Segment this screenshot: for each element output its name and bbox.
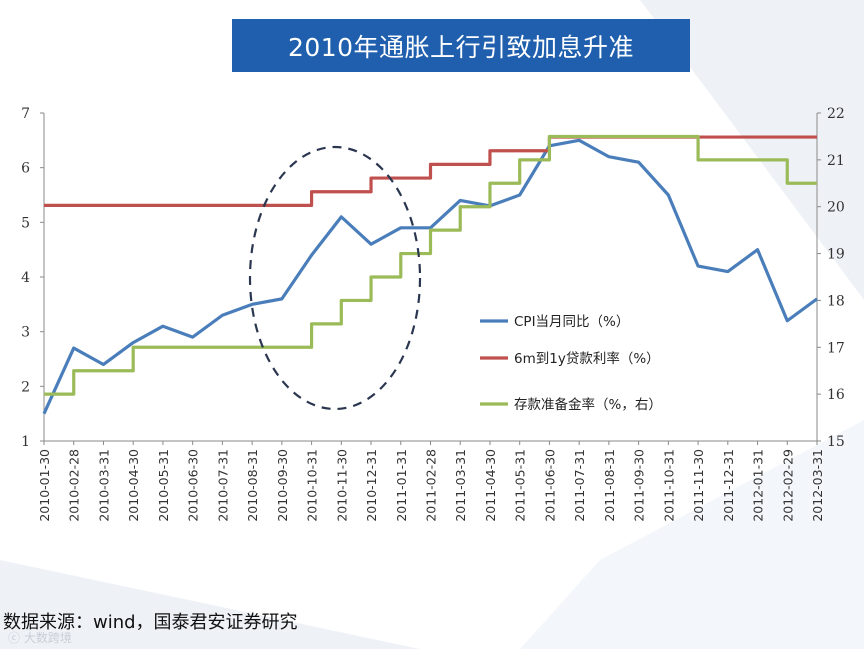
x-tick-label: 2010-09-30	[275, 449, 290, 522]
left-tick-label: 5	[21, 215, 30, 231]
left-tick-label: 3	[21, 325, 30, 341]
series-line-3	[44, 134, 817, 396]
left-tick-label: 6	[21, 161, 30, 177]
x-tick-label: 2010-08-31	[245, 449, 260, 522]
right-tick-label: 15	[827, 434, 845, 450]
legend-label-3: 存款准备金率（%，右）	[514, 396, 662, 413]
x-tick-label: 2011-05-31	[513, 449, 528, 522]
right-tick-label: 21	[827, 153, 845, 169]
series-line-2	[44, 135, 817, 207]
x-tick-label: 2011-06-30	[542, 449, 557, 522]
data-source-note: 数据来源：wind，国泰君安证券研究	[3, 612, 298, 633]
x-tick-label: 2011-10-31	[661, 449, 676, 522]
highlight-ellipse	[248, 145, 422, 411]
right-tick-label: 20	[827, 200, 845, 216]
x-tick-label: 2011-04-30	[483, 449, 498, 522]
line-chart: 1 2 3 4 5 6 7 15 16 17 18 19 20 21 22 2010-01-30 2010-02…	[21, 106, 845, 522]
x-tick-label: 2010-01-30	[37, 449, 52, 522]
x-tick-label: 2012-03-31	[810, 449, 825, 522]
x-tick-label: 2010-04-30	[126, 449, 141, 522]
x-tick-label: 2012-02-29	[780, 449, 795, 522]
x-tick-label: 2011-08-31	[602, 449, 617, 522]
left-tick-label: 4	[21, 270, 30, 286]
x-tick-label: 2010-10-31	[305, 449, 320, 522]
x-tick-label: 2010-12-31	[364, 449, 379, 522]
legend-label-1: CPI当月同比（%）	[514, 314, 629, 330]
x-tick-label: 2012-01-31	[751, 449, 766, 522]
x-tick-label: 2011-09-30	[632, 449, 647, 522]
left-tick-label: 2	[21, 379, 30, 395]
left-tick-label: 1	[21, 434, 30, 450]
right-tick-label: 18	[827, 293, 845, 309]
x-tick-label: 2010-03-31	[96, 449, 111, 522]
x-tick-label: 2010-11-30	[334, 449, 349, 522]
right-tick-label: 19	[827, 247, 845, 263]
legend-label-2: 6m到1y贷款利率（%）	[514, 350, 660, 367]
x-tick-label: 2011-02-28	[424, 449, 439, 522]
x-tick-label: 2010-05-31	[156, 449, 171, 522]
x-tick-label: 2011-03-31	[453, 449, 468, 522]
x-tick-label: 2011-01-31	[394, 449, 409, 522]
page-title: 2010年通胀上行引致加息升准	[232, 19, 690, 72]
right-tick-label: 17	[827, 340, 845, 356]
x-tick-label: 2011-11-30	[691, 449, 706, 522]
x-tick-label: 2010-06-30	[186, 449, 201, 522]
left-tick-label: 7	[21, 106, 30, 122]
x-tick-label: 2010-02-28	[67, 449, 82, 522]
x-tick-label: 2010-07-31	[215, 449, 230, 522]
watermark-text: ⓒ 大数跨境	[8, 631, 72, 645]
x-tick-label: 2011-07-31	[572, 449, 587, 522]
right-tick-label: 16	[827, 387, 845, 403]
series-line-1	[42, 138, 818, 415]
x-tick-label: 2011-12-31	[721, 449, 736, 522]
right-tick-label: 22	[827, 106, 845, 122]
